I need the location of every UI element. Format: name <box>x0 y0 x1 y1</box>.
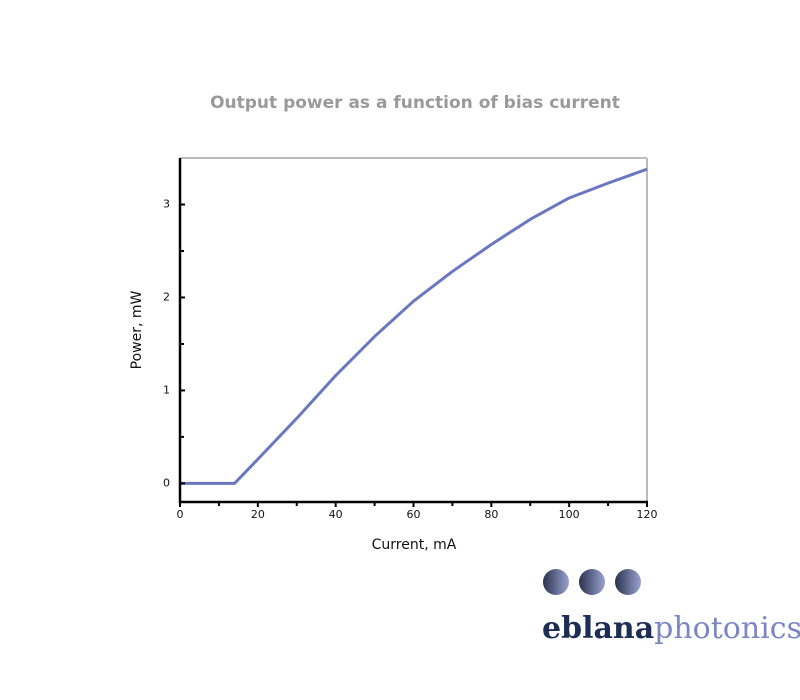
x-tick-label: 80 <box>484 508 498 521</box>
logo-dot <box>579 569 605 595</box>
data-line <box>180 167 648 485</box>
y-tick-label: 1 <box>163 383 170 396</box>
x-axis-label: Current, mA <box>372 537 457 553</box>
y-tick-label: 0 <box>163 476 170 489</box>
plot <box>180 167 648 485</box>
logo-dot <box>543 569 569 595</box>
logo: eblanaphotonics <box>542 611 800 646</box>
x-tick-label: 120 <box>637 508 658 521</box>
x-tick-label: 20 <box>251 508 265 521</box>
y-tick-label: 3 <box>163 197 170 210</box>
x-tick-label: 100 <box>559 508 580 521</box>
y-tick-label: 2 <box>163 290 170 303</box>
logo-part: eblana <box>542 611 654 646</box>
chart-title: Output power as a function of bias curre… <box>210 93 620 113</box>
y-axis-label: Power, mW <box>129 290 145 369</box>
x-tick-label: 40 <box>329 508 343 521</box>
x-tick-label: 60 <box>407 508 421 521</box>
logo-part: photonics <box>654 611 800 646</box>
x-tick-label: 0 <box>177 508 184 521</box>
logo-dot <box>615 569 641 595</box>
